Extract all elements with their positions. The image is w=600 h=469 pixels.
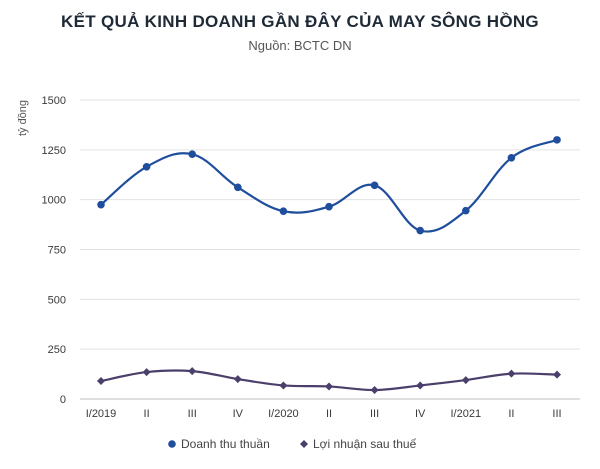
x-tick-label: I/2020 [268, 408, 299, 420]
x-tick-label: III [188, 408, 197, 420]
y-tick-label: 500 [48, 294, 66, 306]
x-axis-ticks: I/2019 II III IV I/2020 II III IV I/2021 II III [86, 408, 562, 420]
data-point [325, 382, 333, 391]
y-tick-label: 1250 [42, 145, 66, 157]
data-point [142, 368, 151, 377]
x-tick-label: IV [233, 408, 244, 420]
series-line [100, 138, 558, 233]
data-point [553, 370, 561, 379]
data-point [97, 377, 105, 386]
x-tick-label: I/2021 [451, 408, 482, 420]
data-point [325, 202, 333, 211]
data-point [507, 369, 516, 378]
legend: Doanh thu thuần Lợi nhuận sau thuế [168, 437, 417, 451]
chart-subtitle: Nguồn: BCTC DN [248, 38, 351, 53]
y-tick-label: 250 [48, 344, 66, 356]
data-point [188, 367, 197, 376]
legend-label: Lợi nhuận sau thuế [313, 437, 417, 451]
x-tick-label: III [370, 408, 379, 420]
data-point [416, 226, 425, 235]
legend-label: Doanh thu thuần [181, 437, 270, 451]
y-tick-label: 750 [48, 245, 66, 257]
y-axis-label: tỷ đồng [17, 100, 29, 136]
legend-marker-diamond-icon [300, 440, 308, 448]
data-point [462, 206, 470, 215]
x-tick-label: I/2019 [86, 408, 117, 420]
grid [80, 99, 580, 400]
y-tick-label: 1500 [42, 95, 66, 107]
x-tick-label: II [144, 408, 150, 420]
data-point [233, 375, 242, 384]
series-revenue [97, 136, 561, 235]
data-point [279, 381, 288, 390]
data-point [507, 154, 516, 162]
data-point [234, 183, 242, 192]
data-point [416, 381, 425, 390]
data-point [461, 376, 470, 385]
data-point [370, 386, 379, 395]
data-point [279, 207, 288, 216]
x-tick-label: IV [415, 408, 426, 420]
x-tick-label: II [508, 408, 514, 420]
data-point [142, 162, 151, 171]
chart-title: KẾT QUẢ KINH DOANH GẦN ĐÂY CỦA MAY SÔNG … [61, 12, 539, 31]
series-group [97, 136, 561, 395]
legend-marker-circle-icon [168, 440, 176, 448]
y-tick-label: 0 [60, 394, 66, 406]
data-point [553, 136, 561, 144]
y-tick-label: 1000 [42, 195, 66, 207]
y-axis-ticks: 0 250 500 750 1000 1250 1500 [42, 95, 66, 406]
x-tick-label: III [552, 408, 561, 420]
data-point [97, 200, 105, 209]
series-profit [97, 367, 561, 395]
data-point [188, 150, 196, 159]
data-point [370, 181, 379, 190]
x-tick-label: II [326, 408, 332, 420]
